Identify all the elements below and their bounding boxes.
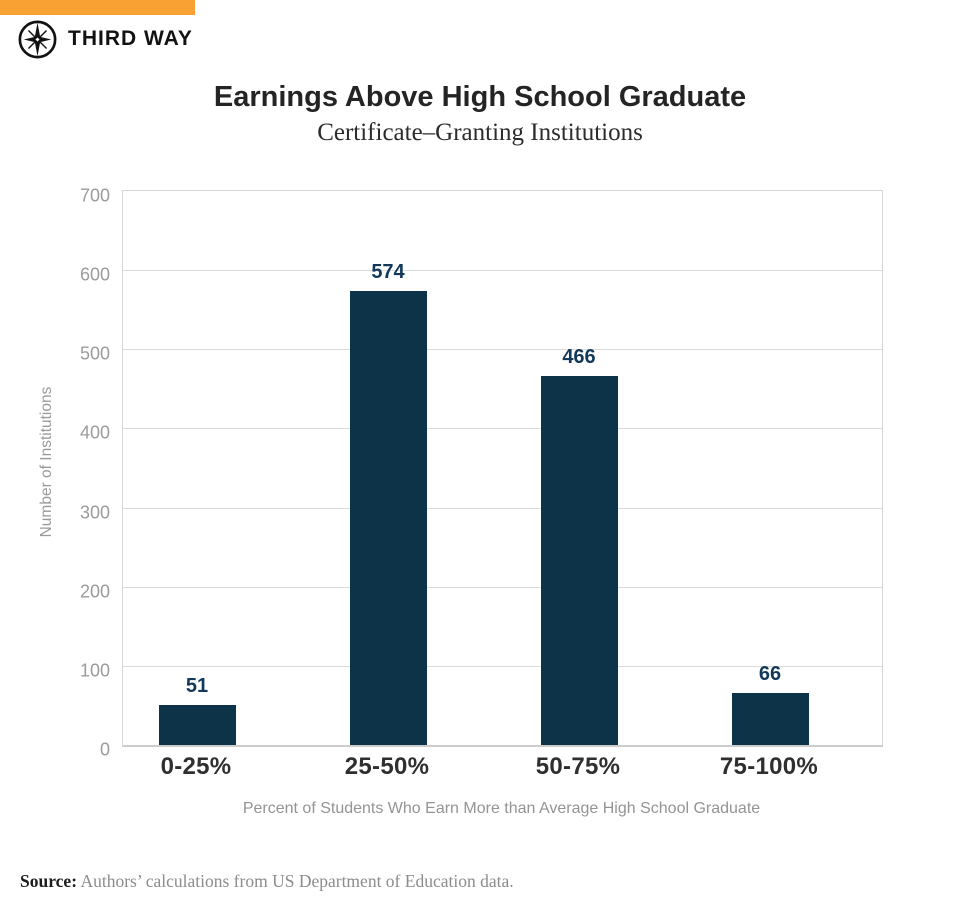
compass-star-icon (18, 20, 57, 58)
bar-value-label-75-100%: 66 (758, 662, 782, 685)
x-tick-label-25-50%: 25-50% (344, 753, 430, 780)
chart-subtitle: Certificate–Granting Institutions (317, 119, 643, 146)
gridline-600 (123, 270, 882, 272)
chart-title: Earnings Above High School Graduate (213, 81, 747, 113)
bar-50-75% (540, 376, 618, 745)
brand-logo-row: THIRD WAY (17, 18, 193, 60)
y-tick-label-100: 100 (79, 660, 110, 681)
x-axis-title: Percent of Students Who Earn More than A… (242, 800, 761, 817)
y-tick-label-400: 400 (79, 422, 110, 443)
y-tick-label-0: 0 (99, 739, 110, 760)
bar-value-label-25-50%: 574 (371, 260, 405, 283)
source-line: Source: Authors’ calculations from US De… (20, 871, 940, 892)
x-tick-label-0-25%: 0-25% (160, 753, 232, 780)
bar-0-25% (158, 704, 236, 745)
brand-name: THIRD WAY (68, 27, 193, 50)
bar-25-50% (349, 290, 427, 745)
y-tick-label-600: 600 (79, 264, 110, 285)
source-label: Source: (20, 871, 78, 891)
bar-value-label-0-25%: 51 (185, 674, 209, 697)
gridline-500 (123, 349, 882, 351)
gridline-100 (123, 665, 882, 667)
y-tick-label-300: 300 (79, 502, 110, 523)
y-axis-title: Number of Institutions (38, 386, 55, 538)
bar-value-label-50-75%: 466 (562, 346, 596, 369)
x-tick-label-75-100%: 75-100% (719, 753, 819, 780)
y-tick-label-500: 500 (79, 343, 110, 364)
gridline-200 (123, 586, 882, 588)
brand-accent-bar (0, 0, 195, 15)
y-tick-label-700: 700 (79, 185, 110, 206)
plot-area: 51 574 466 66 (122, 190, 883, 747)
gridline-400 (123, 428, 882, 430)
x-tick-label-50-75%: 50-75% (535, 753, 621, 780)
bar-75-100% (731, 692, 809, 745)
source-text: Authors’ calculations from US Department… (77, 871, 514, 891)
y-tick-label-200: 200 (79, 581, 110, 602)
gridline-300 (123, 507, 882, 509)
